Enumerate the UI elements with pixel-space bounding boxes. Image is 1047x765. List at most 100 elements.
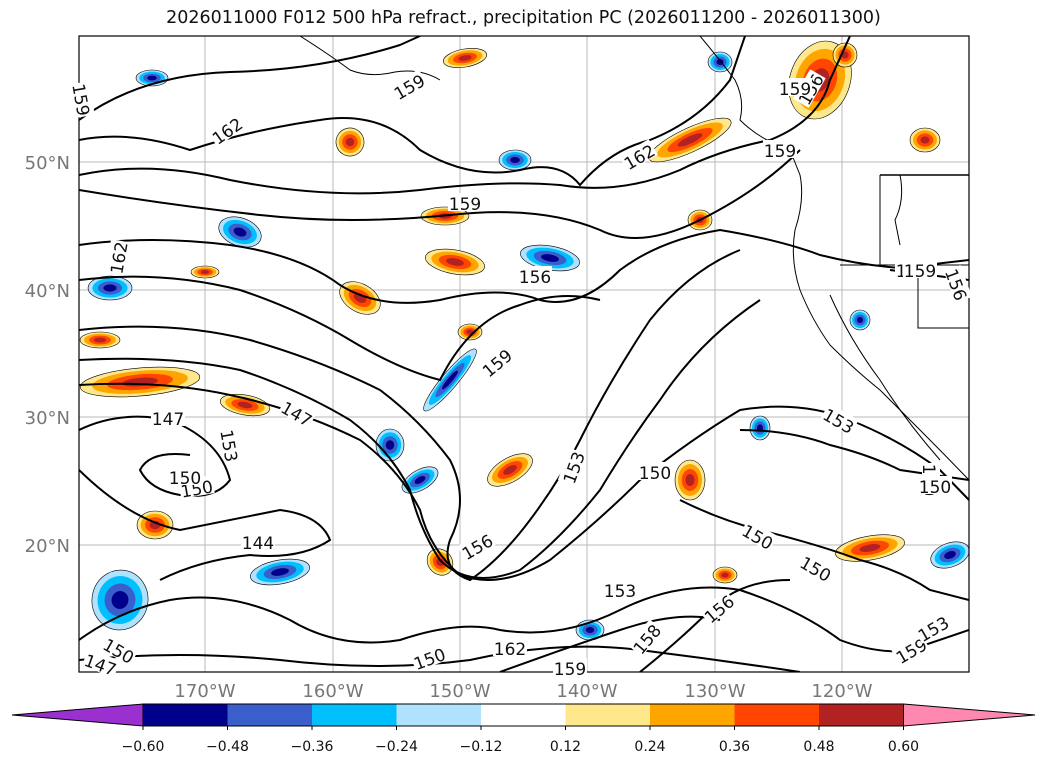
negative-precip-area — [849, 309, 871, 331]
colorbar-segment — [312, 704, 397, 726]
contour-label-bg — [389, 69, 428, 102]
lon-label: 150°W — [429, 681, 490, 702]
contour-label-bg — [619, 139, 658, 172]
colorbar-segment — [819, 704, 904, 726]
refractivity-contours — [79, 36, 969, 672]
positive-precip-area — [79, 331, 121, 349]
lon-label: 160°W — [302, 681, 363, 702]
contour-label-bg — [100, 633, 139, 666]
contour-label-bg — [638, 462, 672, 480]
contour-label-bg — [207, 112, 246, 147]
colorbar-tick-label: −0.60 — [122, 739, 165, 755]
colorbar — [11, 703, 1036, 727]
contour-label: 159 — [764, 142, 796, 162]
negative-precip-area — [375, 428, 405, 462]
lon-label: 140°W — [556, 681, 617, 702]
coastlines — [299, 36, 969, 481]
lat-label: 30°N — [25, 408, 70, 429]
colorbar-segment — [143, 704, 228, 726]
colorbar-segment — [227, 704, 313, 726]
contour-label: 159 — [904, 262, 936, 282]
contour-label-bg — [493, 638, 527, 656]
negative-precip-area — [423, 348, 477, 412]
contour-label-bg — [627, 619, 664, 657]
contour-label-bg — [81, 648, 121, 678]
contour-label-bg — [219, 427, 243, 464]
colorbar-tick-label: 0.60 — [888, 739, 919, 755]
colorbar-tick-labels: −0.60 −0.48 −0.36 −0.24 −0.12 0.12 0.24 0.36 0.4… — [122, 726, 919, 755]
colorbar-segment — [734, 704, 820, 726]
contour-label-bg — [241, 532, 275, 550]
positive-precip-area — [674, 459, 706, 501]
contour-label-bg — [797, 551, 836, 584]
lon-label: 170°W — [174, 681, 235, 702]
contour-label-bg — [699, 589, 737, 626]
lat-label: 50°N — [25, 153, 70, 174]
contour-label-bg — [151, 408, 185, 426]
contour-label-bg — [71, 81, 95, 118]
negative-precip-area — [707, 51, 733, 73]
colorbar-tick-label: 0.48 — [803, 739, 834, 755]
lon-label: 120°W — [811, 681, 872, 702]
contour-label: 150 — [169, 469, 201, 489]
contour-label: 162 — [494, 640, 526, 660]
negative-precip-area — [498, 149, 532, 171]
positive-precip-area — [220, 393, 270, 417]
contour-label: 150 — [919, 478, 951, 498]
positive-precip-area — [712, 566, 738, 584]
contour-label: 147 — [152, 410, 184, 430]
colorbar-extend-high — [903, 703, 1036, 727]
negative-precip-area — [218, 216, 262, 248]
negative-precip-area — [401, 466, 439, 494]
contour-label-bg — [913, 611, 952, 644]
colorbar-tick-label: 0.12 — [550, 739, 581, 755]
negative-precip-area — [520, 244, 580, 272]
negative-precip-area — [749, 415, 771, 441]
contour-label: 153 — [604, 582, 636, 602]
colorbar-tick-label: 0.24 — [634, 739, 665, 755]
lon-label: 130°W — [684, 681, 745, 702]
negative-precip-area — [250, 558, 310, 586]
contour-label-bg — [557, 447, 587, 487]
colorbar-tick-label: −0.48 — [206, 739, 249, 755]
positive-precip-area — [425, 248, 485, 276]
positive-precip-area — [487, 453, 533, 487]
colorbar-segment — [650, 704, 735, 726]
contour-label-bg — [477, 343, 515, 380]
lat-label: 40°N — [25, 281, 70, 302]
positive-precip-area — [426, 548, 454, 576]
contour-label-bg — [763, 140, 797, 158]
positive-precip-area — [835, 534, 905, 562]
colorbar-tick-label: −0.12 — [460, 739, 503, 755]
positive-precip-area — [79, 366, 201, 398]
contour-label-bg — [553, 658, 587, 676]
negative-precip-area — [575, 619, 605, 641]
contour-label-bg — [918, 476, 952, 494]
colorbar-segment — [565, 704, 651, 726]
contour-label-bg — [278, 396, 317, 429]
contour-label-bg — [409, 642, 449, 672]
contour-label-bg — [105, 239, 129, 276]
contour-label: 159 — [449, 195, 481, 215]
positive-precip-area — [136, 510, 174, 540]
contour-label-bg — [168, 467, 202, 485]
colorbar-tick-label: −0.36 — [291, 739, 334, 755]
contour-label-bg — [603, 580, 637, 598]
contour-label-bg — [778, 78, 812, 96]
contour-label-bg — [518, 266, 552, 284]
colorbar-segment — [396, 704, 482, 726]
lat-label: 20°N — [25, 536, 70, 557]
positive-precip-area — [457, 323, 483, 341]
positive-precip-area — [335, 127, 365, 157]
colorbar-tick-label: 0.36 — [719, 739, 750, 755]
contour-label: 159 — [779, 80, 811, 100]
negative-precip-area — [930, 541, 969, 569]
positive-precip-area — [442, 48, 488, 68]
negative-precip-area — [87, 275, 133, 301]
contour-label: 159 — [554, 660, 586, 680]
contour-label-bg — [903, 260, 937, 278]
colorbar-segment — [481, 704, 566, 726]
contour-label-bg — [891, 633, 930, 666]
positive-precip-area — [190, 265, 220, 279]
